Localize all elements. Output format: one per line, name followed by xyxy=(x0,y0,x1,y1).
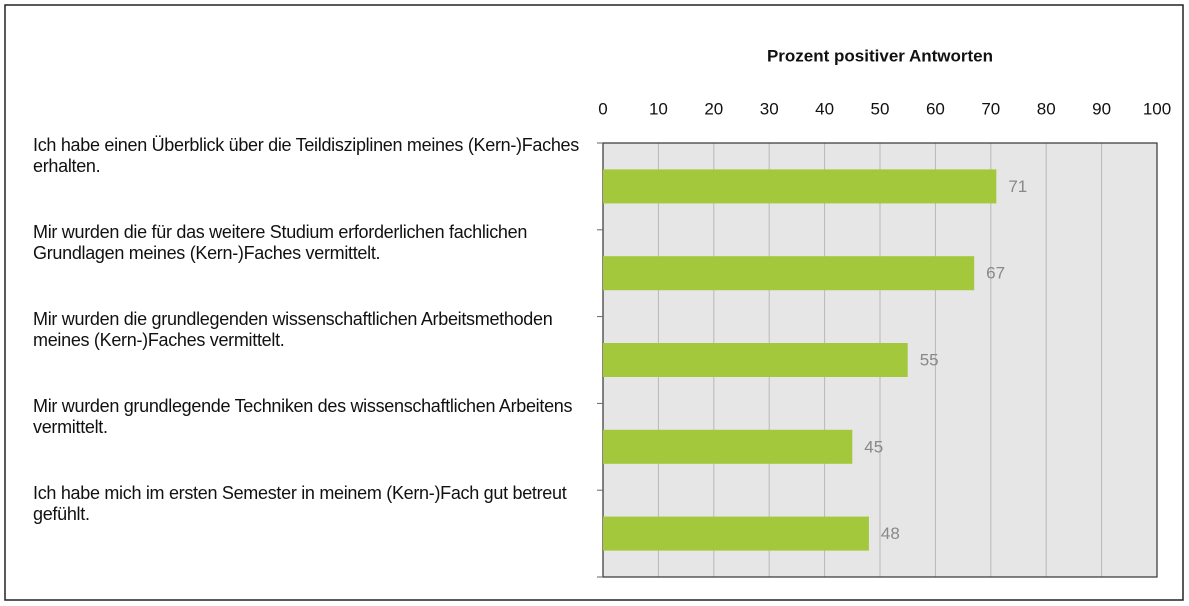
bar xyxy=(603,343,908,377)
x-tick-label: 40 xyxy=(815,99,834,118)
category-label: Ich habe mich im ersten Semester in mein… xyxy=(33,482,567,524)
bar xyxy=(603,429,853,464)
category-label: Mir wurden die grundlegenden wissenschaf… xyxy=(33,308,553,350)
x-tick-label: 0 xyxy=(598,99,607,118)
bar xyxy=(603,169,997,204)
x-tick-label: 90 xyxy=(1092,99,1111,118)
x-tick-label: 50 xyxy=(871,99,890,118)
bar xyxy=(603,256,975,291)
x-tick-label: 80 xyxy=(1037,99,1056,118)
chart-title: Prozent positiver Antworten xyxy=(767,46,993,65)
x-tick-label: 20 xyxy=(704,99,723,118)
x-tick-label: 100 xyxy=(1143,99,1171,118)
x-tick-label: 30 xyxy=(760,99,779,118)
value-label: 71 xyxy=(1008,177,1027,196)
value-label: 48 xyxy=(881,524,900,543)
value-label: 45 xyxy=(864,437,883,456)
value-label: 55 xyxy=(920,350,939,369)
category-label: Mir wurden grundlegende Techniken des wi… xyxy=(33,395,573,437)
bar xyxy=(603,516,869,551)
x-tick-label: 10 xyxy=(649,99,668,118)
category-label: Mir wurden die für das weitere Studium e… xyxy=(33,222,528,264)
x-tick-label: 70 xyxy=(981,99,1000,118)
frame xyxy=(4,4,1184,601)
x-tick-label: 60 xyxy=(926,99,945,118)
category-label: Ich habe einen Überblick über die Teildi… xyxy=(33,135,579,177)
value-label: 67 xyxy=(986,264,1005,283)
